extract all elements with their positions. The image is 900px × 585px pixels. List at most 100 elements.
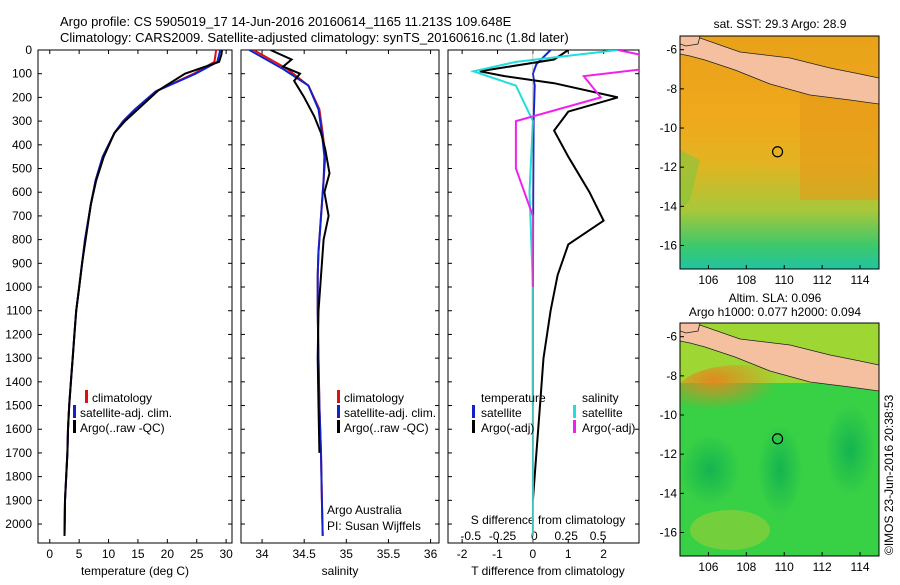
x-tick-label: 35 xyxy=(340,547,354,561)
annotation-pi: PI: Susan Wijffels xyxy=(327,519,421,533)
depth-tick-label: 500 xyxy=(12,162,32,176)
map-y-tick-label: -16 xyxy=(660,526,678,540)
depth-tick-label: 1300 xyxy=(5,351,32,365)
legend-s-satellite: satellite xyxy=(582,406,623,420)
header-line2: Climatology: CARS2009. Satellite-adjuste… xyxy=(60,30,569,45)
sla-high-blob xyxy=(680,365,805,425)
x-top-tick-label: 0.5 xyxy=(590,529,607,543)
legend-satellite: satellite-adj. clim. xyxy=(344,406,436,420)
difference-legend: temperature satellite Argo(-adj) salinit… xyxy=(472,391,635,435)
depth-tick-label: 1500 xyxy=(5,399,32,413)
legend-satellite: satellite-adj. clim. xyxy=(80,406,172,420)
x-tick-label: 36 xyxy=(424,547,438,561)
temperature-x-axis: 0 5 10 15 20 25 30 xyxy=(46,50,233,561)
depth-tick-label: 800 xyxy=(12,233,32,247)
salinity-line-satellite-adj xyxy=(248,50,326,536)
legend-argo: Argo(..raw -QC) xyxy=(344,421,429,435)
sla-map-title1: Altim. SLA: 0.096 xyxy=(729,291,822,305)
depth-tick-label: 100 xyxy=(12,67,32,81)
map-y-tick-label: -10 xyxy=(660,121,678,135)
temperature-line-satellite-adj xyxy=(63,50,222,536)
java-land xyxy=(680,37,879,105)
map-y-tick-label: -16 xyxy=(660,239,678,253)
x-tick-label: 34 xyxy=(255,547,269,561)
x-tick-label: 34.5 xyxy=(293,547,317,561)
legend-swatch-satellite xyxy=(337,405,340,418)
temperature-x-label: temperature (deg C) xyxy=(81,564,189,578)
sst-map-axes: 106 108 110 112 114 -6 -8 -10 -12 -14 -16 xyxy=(660,43,870,287)
x-tick-label: 2 xyxy=(600,547,607,561)
difference-top-label: S difference from climatology xyxy=(471,513,626,527)
argo-position-marker xyxy=(771,433,784,445)
map-x-tick-label: 110 xyxy=(775,560,794,574)
sumatra-land xyxy=(680,36,701,47)
map-x-tick-label: 106 xyxy=(698,273,718,287)
depth-tick-label: 1100 xyxy=(6,304,32,318)
depth-tick-label: 1600 xyxy=(5,422,32,436)
sumatra-land xyxy=(680,323,701,334)
salinity-line-Argo xyxy=(270,50,331,453)
legend-salinity-heading: salinity xyxy=(582,391,619,405)
annotation-argo-australia: Argo Australia xyxy=(327,503,402,517)
depth-tick-label: 400 xyxy=(12,138,32,152)
temperature-plot-frame xyxy=(37,49,233,544)
depth-tick-label: 2000 xyxy=(5,517,32,531)
sst-map-frame xyxy=(679,35,880,270)
difference-line-t-satellite xyxy=(531,50,552,406)
x-tick-label: 20 xyxy=(161,547,175,561)
x-tick-label: 0 xyxy=(46,547,53,561)
legend-s-argo: Argo(-adj) xyxy=(582,421,635,435)
sla-map xyxy=(680,323,879,556)
x-tick-label: 0 xyxy=(530,547,537,561)
salinity-lines xyxy=(248,50,331,536)
map-x-tick-label: 112 xyxy=(813,273,832,287)
legend-t-satellite: satellite xyxy=(481,406,522,420)
map-y-tick-label: -6 xyxy=(666,43,677,57)
map-y-tick-label: -8 xyxy=(666,82,677,96)
map-y-tick-label: -12 xyxy=(660,160,678,174)
temperature-lines xyxy=(63,50,223,536)
depth-tick-label: 200 xyxy=(12,90,32,104)
legend-argo: Argo(..raw -QC) xyxy=(80,421,165,435)
depth-axis: 0 100 200 300 400 500 600 700 800 900 1000 1100 1200… xyxy=(5,43,639,531)
sla-low-blob xyxy=(825,405,875,495)
map-x-tick-label: 114 xyxy=(850,560,869,574)
sla-low-blob xyxy=(680,435,740,505)
sst-map xyxy=(680,36,879,269)
map-x-tick-label: 110 xyxy=(775,273,794,287)
depth-tick-label: 700 xyxy=(12,209,32,223)
salinity-x-label: salinity xyxy=(322,564,359,578)
legend-swatch-climatology xyxy=(337,390,340,403)
sst-cool-patch xyxy=(680,150,700,210)
depth-tick-label: 1000 xyxy=(5,280,32,294)
legend-temperature-heading: temperature xyxy=(481,391,546,405)
x-tick-label: 25 xyxy=(190,547,204,561)
sla-low-blob xyxy=(758,425,802,515)
depth-tick-label: 1400 xyxy=(5,375,32,389)
legend-swatch-argo xyxy=(337,420,340,433)
map-y-tick-label: -10 xyxy=(660,408,678,422)
map-y-tick-label: -14 xyxy=(660,199,678,213)
x-tick-label: -1 xyxy=(492,547,503,561)
legend-swatch-t-satellite xyxy=(472,405,475,418)
legend-climatology: climatology xyxy=(344,391,404,405)
salinity-x-axis: 34 34.5 35 35.5 36 xyxy=(255,50,438,561)
depth-tick-label: 1800 xyxy=(5,470,32,484)
x-tick-label: 15 xyxy=(131,547,145,561)
footer-credit: ©IMOS 23-Jun-2016 20:38:53 xyxy=(882,394,896,555)
depth-tick-label: 0 xyxy=(25,43,32,57)
depth-tick-label: 300 xyxy=(12,114,32,128)
x-top-tick-label: -0.25 xyxy=(489,529,517,543)
difference-x-axis: -2 -1 0 1 2 -0.5 -0.25 0 0.25 0.5 xyxy=(457,50,607,561)
salinity-plot-frame xyxy=(240,49,440,544)
sla-map-title2: Argo h1000: 0.077 h2000: 0.094 xyxy=(689,305,861,319)
legend-t-argo: Argo(-adj) xyxy=(481,421,534,435)
depth-tick-label: 1200 xyxy=(5,327,32,341)
difference-x-label: T difference from climatology xyxy=(471,564,625,578)
legend-swatch-s-argo xyxy=(573,420,576,433)
x-tick-label: 10 xyxy=(102,547,116,561)
legend-swatch-t-argo xyxy=(472,420,475,433)
salinity-legend: climatology satellite-adj. clim. Argo(..… xyxy=(327,390,436,533)
depth-tick-label: 900 xyxy=(12,256,32,270)
